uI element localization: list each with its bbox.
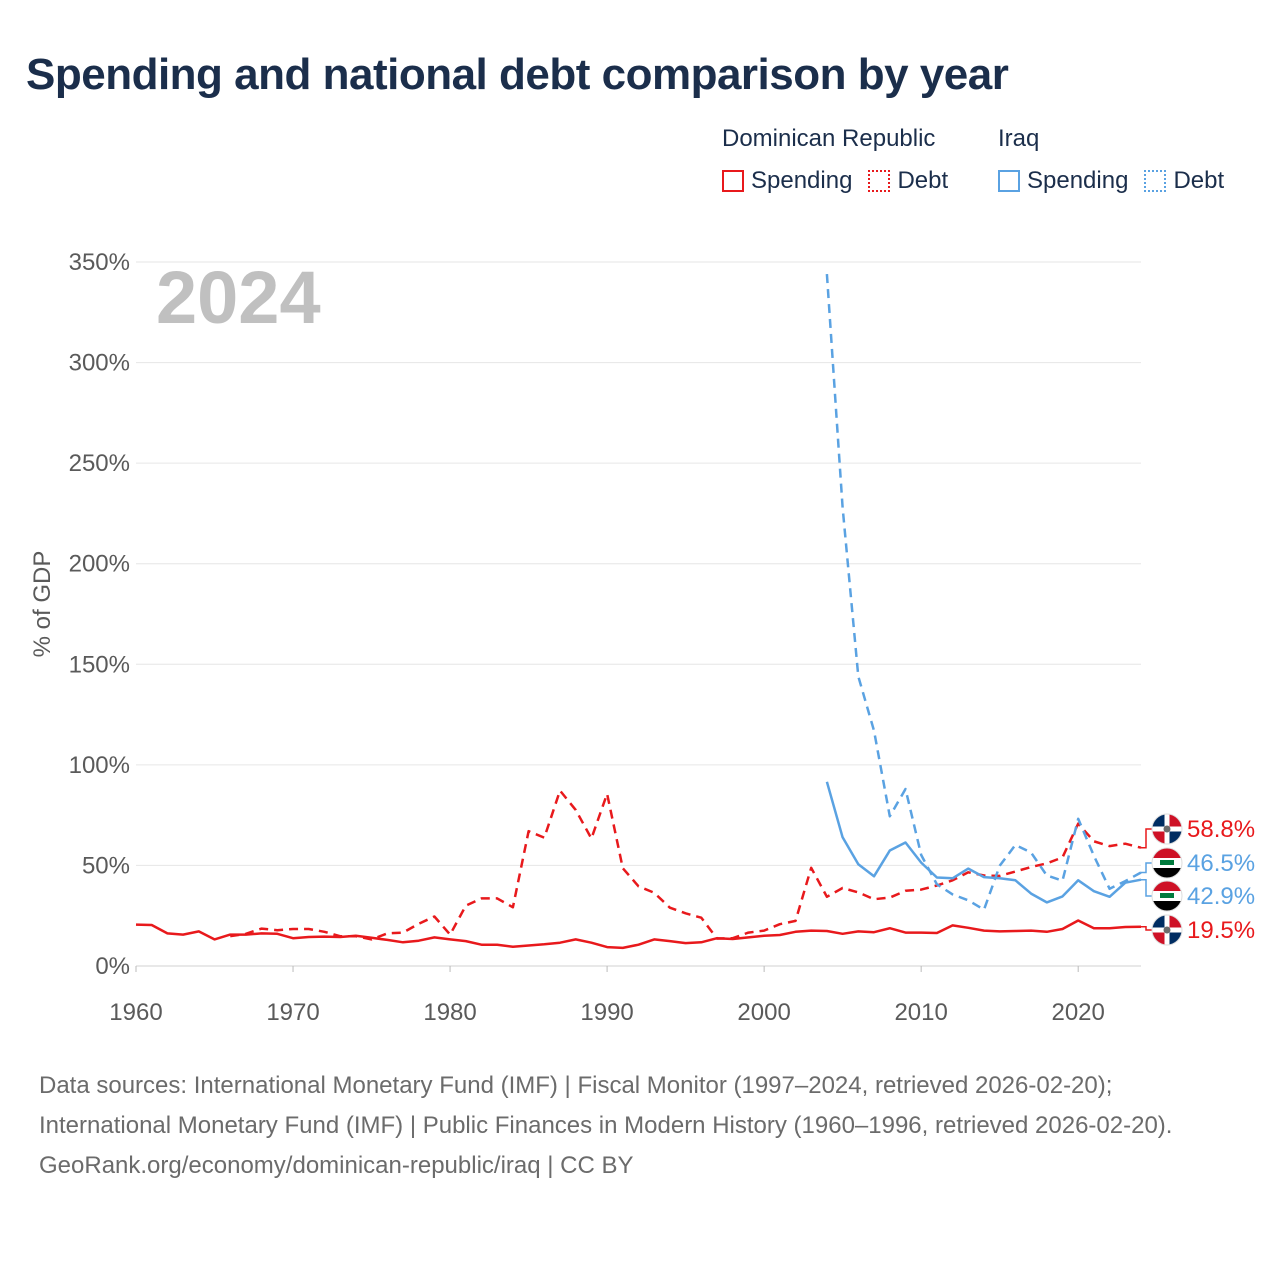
flag-stripe-red (1152, 881, 1182, 891)
flag-emblem (1160, 860, 1174, 865)
gridlines (136, 261, 1141, 967)
label-connector (1141, 828, 1152, 849)
y-tick-label: 300% (69, 350, 130, 377)
y-tick-label: 0% (95, 953, 130, 980)
flag-emblem (1163, 926, 1171, 934)
iraq-flag-icon (1152, 881, 1182, 911)
end-value-label: 46.5% (1187, 850, 1255, 877)
data-sources: Data sources: International Monetary Fun… (39, 1072, 1173, 1139)
legend-swatch-dotted-red (868, 170, 891, 192)
dominican-republic-flag-icon (1152, 814, 1182, 844)
legend-label: Spending (751, 167, 853, 194)
legend-label: Spending (1027, 167, 1129, 194)
line-chart: 0%50%100%150%200%250%300%350% 1960 1970 19… (29, 249, 1255, 1026)
x-tick-label: 1970 (266, 999, 319, 1026)
legend-item-dominican-spending[interactable]: Spending (722, 167, 852, 195)
legend-group-dominican-republic: Dominican Republic Spending Debt (722, 125, 964, 199)
y-axis-ticks: 0% 50% 100% 150% 200% 250% 300% 350% (69, 249, 130, 980)
label-connector (1141, 862, 1152, 874)
flag-border (1151, 914, 1183, 946)
end-value-label: 42.9% (1187, 883, 1255, 910)
legend-group-name: Iraq (998, 125, 1040, 152)
legend-item-iraq-spending[interactable]: Spending (998, 167, 1128, 195)
y-tick-label: 100% (69, 752, 130, 779)
y-axis-label: % of GDP (29, 551, 56, 658)
y-tick-label: 150% (69, 651, 130, 678)
legend-item-iraq-debt[interactable]: Debt (1144, 167, 1224, 195)
y-tick-label: 250% (69, 450, 130, 477)
label-connector (1141, 878, 1152, 897)
legend-swatch-dotted-blue (1144, 170, 1167, 192)
iraq-debt-line (825, 274, 1142, 911)
y-tick-label: 350% (69, 249, 130, 276)
flag-border (1151, 847, 1183, 879)
y-tick-label: 50% (82, 852, 130, 879)
flag-border (1151, 880, 1183, 912)
end-value-label: 58.8% (1187, 816, 1255, 843)
iraq-flag-icon (1152, 848, 1182, 878)
x-tick-label: 1990 (580, 999, 633, 1026)
flag-border (1151, 813, 1183, 845)
flag-stripe-red (1152, 848, 1182, 858)
iraq-spending-line (825, 781, 1142, 904)
footer: Data sources: International Monetary Fun… (39, 1066, 1239, 1186)
credit-line: GeoRank.org/economy/dominican-republic/i… (39, 1152, 634, 1179)
flag-emblem (1163, 825, 1171, 833)
end-value-label: 19.5% (1187, 917, 1255, 944)
flag-emblem (1160, 893, 1174, 898)
x-axis-ticks: 1960 1970 1980 1990 2000 2010 2020 (109, 966, 1105, 1026)
flag-stripe-black (1152, 901, 1182, 911)
dominican-debt-line (230, 789, 1142, 941)
x-tick-label: 1980 (423, 999, 476, 1026)
dominican-spending-line (135, 919, 1142, 950)
flag-stripe-black (1152, 868, 1182, 878)
x-tick-label: 1960 (109, 999, 162, 1026)
legend-label: Debt (897, 167, 949, 194)
label-connector (1141, 926, 1152, 931)
x-tick-label: 2010 (894, 999, 947, 1026)
legend-swatch-solid-red (722, 170, 744, 192)
legend-group-name: Dominican Republic (722, 125, 936, 152)
current-year-label: 2024 (156, 256, 321, 339)
x-tick-label: 2000 (737, 999, 790, 1026)
x-tick-label: 2020 (1051, 999, 1104, 1026)
end-labels: 19.5% 58.8% 42.9% 46.5% (1141, 813, 1255, 946)
legend-label: Debt (1173, 167, 1225, 194)
series-lines (135, 274, 1142, 950)
legend-item-dominican-debt[interactable]: Debt (868, 167, 948, 195)
legend-swatch-solid-blue (998, 170, 1020, 192)
y-tick-label: 200% (69, 551, 130, 578)
chart-title: Spending and national debt comparison by… (26, 50, 1009, 99)
legend-group-iraq: Iraq Spending Debt (998, 125, 1224, 199)
